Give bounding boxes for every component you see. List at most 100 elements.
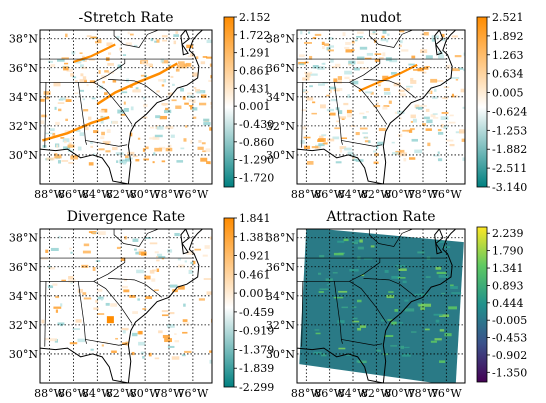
field-cell [55,295,60,299]
field-cell [82,76,87,81]
field-cell [359,239,363,243]
field-cell [52,132,56,136]
field-cell [327,49,334,52]
field-cell [158,79,165,82]
field-cell [331,66,336,68]
field-cell [182,322,190,326]
field-cell [134,248,137,251]
field-cell [365,111,369,113]
field-cell [439,314,450,318]
field-cell [140,74,146,77]
field-cell [357,327,361,331]
field-cell [177,61,185,65]
field-cell [178,264,185,268]
field-cell [209,236,212,240]
field-cell [119,47,122,51]
field-cell [70,251,73,254]
field-cell [53,306,62,309]
colorbar-tick-label: -1.253 [492,124,527,137]
coastline [297,30,457,184]
lat-tick-label: 30°N [9,348,38,361]
field-cell [362,116,367,119]
colorbar-tick-label: 1.291 [239,47,271,60]
lon-tick-label: 78°W [408,387,439,400]
field-cell [50,247,59,251]
colorbar-tick-label: 0.005 [492,87,524,100]
field-cell [344,70,352,75]
field-cell [170,75,174,78]
field-cell [454,55,462,58]
field-cell [433,154,440,157]
field-cell [398,268,407,271]
field-cell [425,276,431,278]
lon-tick-label: 86°W [58,188,89,201]
field-cell [112,147,118,151]
field-cell [156,256,159,258]
state-border [93,82,133,125]
field-cell [161,35,168,38]
field-cell [191,66,195,70]
field-cell [130,106,134,111]
field-cell [104,70,109,73]
field-cell [121,327,129,330]
lon-tick-label: 84°W [338,387,369,400]
field-cell [94,41,99,44]
field-cell [171,356,180,360]
field-cell [347,151,354,156]
colorbar-tick-label: -1.350 [492,366,527,379]
field-cell [352,320,360,323]
state-border [349,281,388,324]
field-cell [319,104,326,109]
field-cell [120,113,126,116]
field-cell [337,76,343,80]
field-hotspot [106,316,114,324]
field-cell [337,320,345,324]
field-cell [83,109,89,112]
field-cell [48,267,55,270]
field-cell [404,346,410,349]
field-cell [206,291,212,295]
field-cell [449,143,455,147]
colorbar-tick-label: -2.511 [492,162,527,175]
field-cell [144,237,152,239]
field-cell [161,257,165,260]
colorbar-tick-label: -0.902 [492,349,527,362]
field-cell [165,107,169,111]
field-cell [210,75,212,79]
field-cell [141,252,147,256]
field-cell [388,100,392,104]
field-cell [141,116,148,119]
field-cell [160,58,164,63]
field-cell [46,157,55,161]
field-cell [386,38,389,43]
colorbar-tick-label: -1.290 [239,154,274,167]
field-cell [382,30,387,34]
field-cell [446,64,451,69]
field-cell [65,33,68,38]
field-cell [196,91,204,94]
field-cell [338,347,346,350]
field-cell [448,306,458,310]
field-cell [173,40,177,45]
colorbar-tick-label: 0.921 [239,250,271,263]
field-cell [314,33,322,36]
field-cell [414,104,420,109]
field-cell [360,67,369,70]
field-cell [321,41,325,46]
panel-1: -Stretch Rate 38°N 36°N 34°N 32°N 30°N 88°W86°… [9,10,274,201]
field-cell [63,66,69,71]
field-cell [455,79,459,81]
field-cell [301,109,307,112]
field-cell [138,341,146,346]
field-cell [337,240,345,243]
field-cell [90,145,94,148]
field-cell [107,71,115,74]
field-cell [398,89,405,93]
field-cell [437,51,443,55]
field-cell [444,333,452,337]
field-cell [342,32,346,37]
field-cell [309,73,318,76]
field-cell [198,298,205,301]
field-cell [192,72,199,77]
field-cell [82,250,91,254]
